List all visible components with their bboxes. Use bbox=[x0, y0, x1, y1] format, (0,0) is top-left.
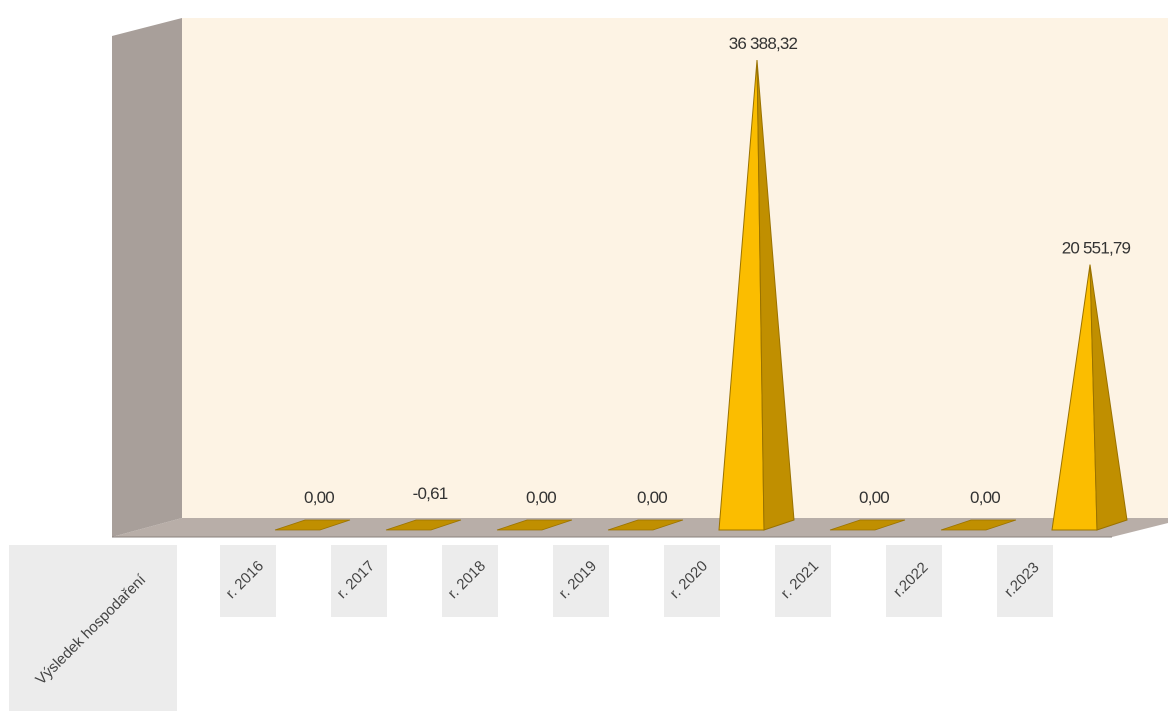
category-label-bg bbox=[664, 545, 720, 617]
category-label-bg bbox=[220, 545, 276, 617]
pyramid-side-face bbox=[756, 59, 795, 531]
flat-bar-base bbox=[274, 519, 351, 531]
data-label: 20 551,79 bbox=[1062, 239, 1131, 258]
data-label: 0,00 bbox=[526, 488, 556, 507]
category-label-7: r.2022 bbox=[886, 545, 942, 617]
category-labels: r. 2016 r. 2017 r. 2018 r. 2019 r. 2020 r. 20… bbox=[220, 545, 1053, 617]
data-label: 0,00 bbox=[304, 488, 334, 507]
category-label-8: r.2023 bbox=[997, 545, 1053, 617]
data-label: 0,00 bbox=[859, 488, 889, 507]
category-label-bg bbox=[331, 545, 387, 617]
category-label-5: r. 2020 bbox=[664, 545, 720, 617]
flat-bar-base bbox=[496, 519, 573, 531]
data-label: 0,00 bbox=[637, 488, 667, 507]
category-label-4: r. 2019 bbox=[553, 545, 609, 617]
series-bars bbox=[274, 59, 1128, 531]
pyramid-side-face bbox=[1089, 264, 1128, 531]
flat-bar-base bbox=[385, 519, 462, 531]
row-header: Výsledek hospodaření bbox=[9, 545, 177, 711]
data-label: 0,00 bbox=[970, 488, 1000, 507]
bar-4 bbox=[607, 519, 684, 531]
flat-bar-base bbox=[607, 519, 684, 531]
category-label-6: r. 2021 bbox=[775, 545, 831, 617]
data-label: 36 388,32 bbox=[729, 34, 798, 53]
category-label-bg bbox=[775, 545, 831, 617]
category-label-bg bbox=[442, 545, 498, 617]
category-label-3: r. 2018 bbox=[442, 545, 498, 617]
back-wall bbox=[182, 18, 1168, 518]
bar-8 bbox=[1051, 264, 1128, 531]
chart-walls bbox=[112, 18, 1168, 537]
category-label-bg bbox=[886, 545, 942, 617]
bar-2 bbox=[385, 519, 462, 531]
side-wall bbox=[112, 18, 182, 537]
bar-7 bbox=[940, 519, 1017, 531]
data-label: -0,61 bbox=[413, 484, 448, 503]
bar-3 bbox=[496, 519, 573, 531]
category-label-bg bbox=[997, 545, 1053, 617]
flat-bar-base bbox=[829, 519, 906, 531]
category-label-2: r. 2017 bbox=[331, 545, 387, 617]
category-label-1: r. 2016 bbox=[220, 545, 276, 617]
flat-bar-base bbox=[940, 519, 1017, 531]
category-label-bg bbox=[553, 545, 609, 617]
bar-5 bbox=[718, 59, 795, 531]
bar-1 bbox=[274, 519, 351, 531]
bar-6 bbox=[829, 519, 906, 531]
data-labels: 0,00 -0,61 0,00 0,00 36 388,32 0,00 0,00 20 551… bbox=[304, 34, 1131, 507]
row-header-bg bbox=[9, 545, 177, 711]
